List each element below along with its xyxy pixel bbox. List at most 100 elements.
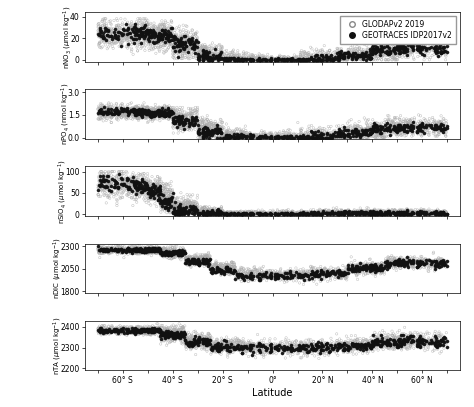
Point xyxy=(172,37,180,44)
Point xyxy=(129,328,137,335)
Point xyxy=(348,127,356,134)
Point xyxy=(373,129,381,135)
Point xyxy=(238,57,246,63)
Point xyxy=(392,57,399,63)
Point xyxy=(383,341,391,348)
Point xyxy=(180,330,188,336)
Point xyxy=(284,349,292,356)
Point xyxy=(255,210,262,217)
Point xyxy=(185,117,192,123)
Point xyxy=(138,171,146,177)
Point xyxy=(146,109,154,116)
Point xyxy=(269,347,276,353)
Point xyxy=(201,51,209,57)
Point xyxy=(352,265,359,272)
Point xyxy=(364,51,372,58)
Point xyxy=(415,118,423,125)
Point xyxy=(301,211,308,217)
Point xyxy=(209,208,216,215)
Point xyxy=(336,344,344,350)
Point xyxy=(300,343,307,349)
Point xyxy=(372,338,379,344)
Point xyxy=(377,133,385,140)
Point xyxy=(159,334,167,341)
Point xyxy=(359,128,366,134)
Point xyxy=(443,211,450,217)
Point xyxy=(128,27,136,33)
Point xyxy=(138,248,146,255)
Point xyxy=(377,210,385,217)
Point xyxy=(424,343,432,350)
Point xyxy=(290,343,297,349)
Point xyxy=(172,116,179,123)
Point xyxy=(141,182,148,188)
Point xyxy=(265,350,273,356)
Point xyxy=(110,247,118,254)
Point xyxy=(141,185,148,191)
Point xyxy=(439,49,447,55)
Point xyxy=(175,42,183,48)
Point xyxy=(370,263,377,270)
Point xyxy=(182,114,190,120)
Point xyxy=(396,40,404,47)
Point xyxy=(333,210,341,217)
Point xyxy=(219,263,227,269)
Point xyxy=(188,111,196,117)
Point xyxy=(238,128,246,135)
Point xyxy=(351,210,359,216)
Point xyxy=(175,47,183,54)
Point xyxy=(246,211,254,217)
Point xyxy=(238,338,246,345)
Point xyxy=(154,29,161,35)
Point xyxy=(96,110,104,117)
Point xyxy=(103,37,110,44)
Point xyxy=(438,113,445,119)
Point xyxy=(335,267,343,273)
Point xyxy=(396,210,403,217)
Point xyxy=(134,176,142,183)
Point xyxy=(256,265,264,271)
Point xyxy=(406,261,414,267)
Point xyxy=(144,186,152,193)
Point xyxy=(209,45,216,51)
Point xyxy=(335,208,343,215)
Point xyxy=(210,341,218,348)
Point xyxy=(361,210,369,217)
Point xyxy=(137,185,145,191)
Point xyxy=(208,121,216,128)
Point xyxy=(128,109,136,116)
Point xyxy=(162,110,169,117)
Point xyxy=(369,210,376,216)
Point xyxy=(333,209,340,215)
Point xyxy=(389,259,396,265)
Point xyxy=(136,181,144,188)
Point xyxy=(249,52,256,58)
Point xyxy=(195,342,202,348)
Point xyxy=(358,125,365,131)
Point xyxy=(143,247,151,253)
Point xyxy=(109,45,117,52)
Point xyxy=(155,245,162,252)
Point xyxy=(283,57,291,63)
Point xyxy=(144,243,151,250)
Point xyxy=(249,133,257,140)
Point xyxy=(171,326,178,332)
Point xyxy=(249,210,257,217)
Point xyxy=(425,211,432,217)
Point xyxy=(111,325,118,332)
Point xyxy=(218,343,225,350)
Point xyxy=(326,47,333,54)
Point xyxy=(274,134,282,140)
Point xyxy=(411,123,419,129)
Point xyxy=(405,124,413,130)
Point xyxy=(302,55,310,61)
Point xyxy=(157,190,164,197)
Point xyxy=(157,199,164,206)
Point xyxy=(180,120,187,127)
Point xyxy=(260,211,267,217)
Point xyxy=(296,280,303,286)
Point xyxy=(152,31,160,38)
Point xyxy=(417,131,425,138)
Point xyxy=(160,109,168,116)
Point xyxy=(132,250,139,256)
